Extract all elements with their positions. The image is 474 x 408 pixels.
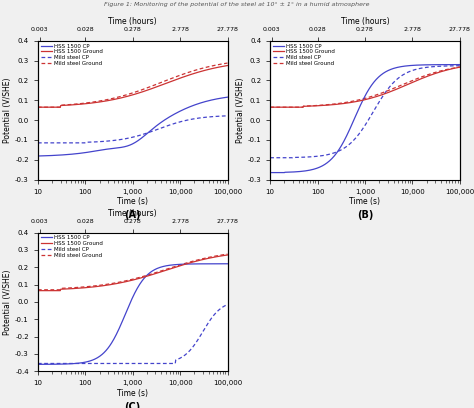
X-axis label: Time (hours): Time (hours) — [109, 209, 157, 218]
X-axis label: Time (hours): Time (hours) — [341, 17, 389, 26]
Text: (A): (A) — [125, 210, 141, 220]
X-axis label: Time (s): Time (s) — [117, 389, 148, 398]
X-axis label: Time (s): Time (s) — [349, 197, 381, 206]
Y-axis label: Potential (V/SHE): Potential (V/SHE) — [3, 78, 12, 143]
Text: (C): (C) — [125, 402, 141, 408]
Y-axis label: Potential (V/SHE): Potential (V/SHE) — [236, 78, 245, 143]
Y-axis label: Potential (V/SHE): Potential (V/SHE) — [3, 269, 12, 335]
Legend: HSS 1500 CP, HSS 1500 Ground, Mild steel CP, Mild steel Ground: HSS 1500 CP, HSS 1500 Ground, Mild steel… — [272, 42, 336, 67]
X-axis label: Time (s): Time (s) — [117, 197, 148, 206]
X-axis label: Time (hours): Time (hours) — [109, 17, 157, 26]
Legend: HSS 1500 CP, HSS 1500 Ground, Mild steel CP, Mild steel Ground: HSS 1500 CP, HSS 1500 Ground, Mild steel… — [40, 42, 104, 67]
Text: (B): (B) — [357, 210, 373, 220]
Legend: HSS 1500 CP, HSS 1500 Ground, Mild steel CP, Mild steel Ground: HSS 1500 CP, HSS 1500 Ground, Mild steel… — [40, 234, 104, 259]
Text: Figure 1: Monitoring of the potential of the steel at 10° ± 1° in a humid atmosp: Figure 1: Monitoring of the potential of… — [104, 2, 370, 7]
